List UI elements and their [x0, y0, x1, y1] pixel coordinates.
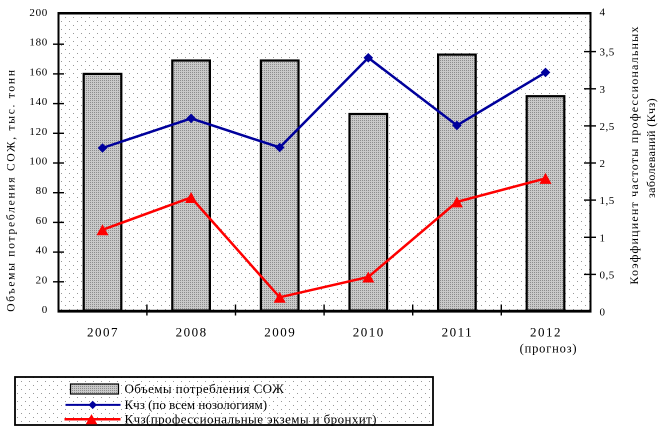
- svg-text:Кчз (по всем нозологиям): Кчз (по всем нозологиям): [125, 397, 268, 412]
- svg-text:Объемы потребления СОЖ: Объемы потребления СОЖ: [125, 381, 285, 396]
- svg-text:0: 0: [600, 307, 606, 319]
- svg-text:80: 80: [36, 185, 48, 197]
- svg-text:2008: 2008: [176, 325, 208, 340]
- svg-text:1: 1: [600, 232, 606, 244]
- svg-text:180: 180: [29, 37, 48, 49]
- svg-text:140: 140: [29, 96, 48, 108]
- svg-text:1,5: 1,5: [600, 195, 615, 207]
- svg-text:2011: 2011: [442, 325, 474, 340]
- svg-text:2012: 2012: [530, 325, 562, 340]
- svg-text:2007: 2007: [87, 325, 119, 340]
- svg-text:2009: 2009: [264, 325, 296, 340]
- svg-text:200: 200: [29, 7, 48, 19]
- svg-text:60: 60: [36, 215, 48, 227]
- svg-text:Коэффициент частоты профессион: Коэффициент частоты профессиональных: [627, 25, 641, 284]
- svg-text:0: 0: [42, 304, 48, 316]
- svg-text:2,5: 2,5: [600, 121, 615, 133]
- svg-text:3,5: 3,5: [600, 47, 615, 59]
- svg-text:3: 3: [600, 84, 606, 96]
- svg-text:2010: 2010: [353, 325, 385, 340]
- svg-text:0,5: 0,5: [600, 269, 615, 281]
- svg-text:4: 4: [600, 7, 606, 19]
- svg-text:2: 2: [600, 158, 606, 170]
- svg-text:заболеваний (Кчз): заболеваний (Кчз): [644, 98, 658, 198]
- svg-text:100: 100: [29, 156, 48, 168]
- svg-text:Кчз(профессиональные экземы и: Кчз(профессиональные экземы и бронхит): [125, 412, 377, 427]
- svg-text:40: 40: [36, 245, 48, 257]
- svg-text:120: 120: [29, 126, 48, 138]
- svg-text:20: 20: [36, 274, 48, 286]
- svg-text:(прогноз): (прогноз): [520, 342, 578, 356]
- svg-text:Объемы потребления СОЖ, тыс. т: Объемы потребления СОЖ, тыс. тонн: [6, 68, 18, 312]
- svg-text:160: 160: [29, 66, 48, 78]
